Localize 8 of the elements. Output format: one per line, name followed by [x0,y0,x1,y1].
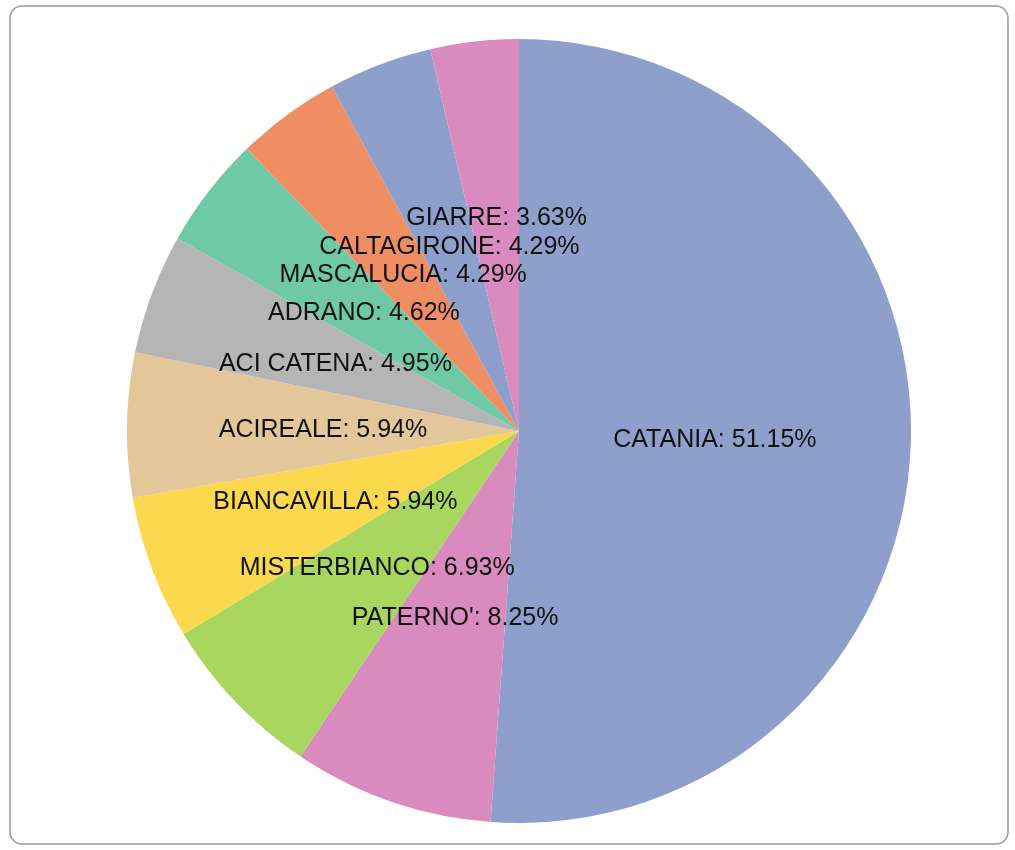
slice-label: CATANIA: 51.15% [613,424,817,453]
slice-label: CALTAGIRONE: 4.29% [319,230,580,259]
slice-label: ACI CATENA: 4.95% [218,348,452,377]
slice-label: GIARRE: 3.63% [406,202,588,231]
slice-label: BIANCAVILLA: 5.94% [213,485,458,514]
slice-label: PATERNO': 8.25% [351,602,559,631]
slice-label: ACIREALE: 5.94% [218,413,428,442]
slice-label: MISTERBIANCO: 6.93% [239,552,515,581]
